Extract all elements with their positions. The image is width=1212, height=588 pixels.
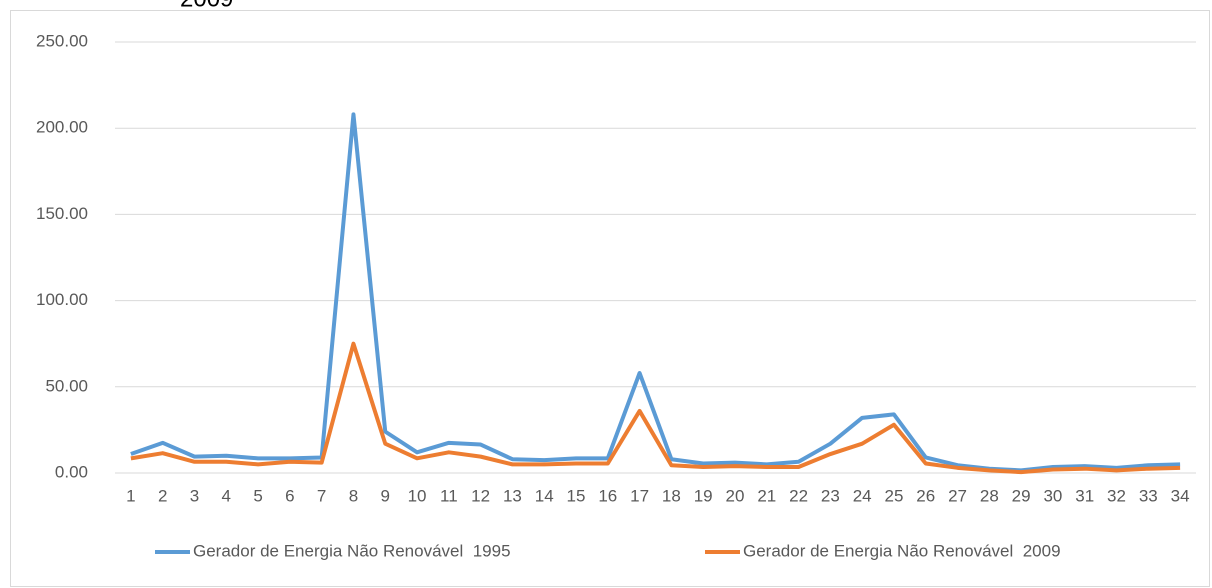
x-tick-label: 30	[1043, 486, 1062, 505]
y-tick-label: 200.00	[36, 118, 88, 137]
x-tick-label: 24	[853, 486, 872, 505]
x-tick-label: 12	[471, 486, 490, 505]
y-tick-label: 250.00	[36, 31, 88, 50]
x-tick-label: 20	[726, 486, 745, 505]
x-tick-label: 29	[1012, 486, 1031, 505]
x-tick-label: 10	[408, 486, 427, 505]
x-tick-label: 7	[317, 486, 326, 505]
x-tick-label: 16	[598, 486, 617, 505]
chart-title: 2009	[180, 0, 233, 12]
x-tick-label: 23	[821, 486, 840, 505]
x-tick-label: 14	[535, 486, 554, 505]
x-tick-label: 15	[567, 486, 586, 505]
x-tick-label: 2	[158, 486, 167, 505]
y-tick-label: 150.00	[36, 204, 88, 223]
legend-label: Gerador de Energia Não Renovável 1995	[193, 541, 511, 560]
x-tick-label: 4	[222, 486, 231, 505]
title-backdrop	[170, 0, 230, 10]
x-tick-label: 27	[948, 486, 967, 505]
x-tick-label: 22	[789, 486, 808, 505]
x-tick-label: 18	[662, 486, 681, 505]
x-tick-label: 34	[1171, 486, 1190, 505]
x-tick-label: 31	[1075, 486, 1094, 505]
x-tick-label: 28	[980, 486, 999, 505]
x-tick-label: 32	[1107, 486, 1126, 505]
legend-label: Gerador de Energia Não Renovável 2009	[743, 541, 1061, 560]
y-tick-label: 50.00	[45, 376, 88, 395]
chart-border	[10, 10, 1210, 587]
x-tick-label: 9	[381, 486, 390, 505]
x-tick-label: 5	[253, 486, 262, 505]
y-tick-label: 100.00	[36, 290, 88, 309]
x-tick-label: 26	[916, 486, 935, 505]
x-tick-label: 19	[694, 486, 713, 505]
y-tick-label: 0.00	[55, 462, 88, 481]
x-tick-label: 25	[884, 486, 903, 505]
x-tick-label: 8	[349, 486, 358, 505]
x-tick-label: 3	[190, 486, 199, 505]
x-tick-label: 13	[503, 486, 522, 505]
x-tick-label: 33	[1139, 486, 1158, 505]
series-line	[130, 341, 1181, 475]
x-tick-label: 17	[630, 486, 649, 505]
x-tick-label: 6	[285, 486, 294, 505]
x-tick-label: 21	[757, 486, 776, 505]
x-tick-label: 11	[440, 486, 458, 505]
x-tick-label: 1	[126, 486, 135, 505]
